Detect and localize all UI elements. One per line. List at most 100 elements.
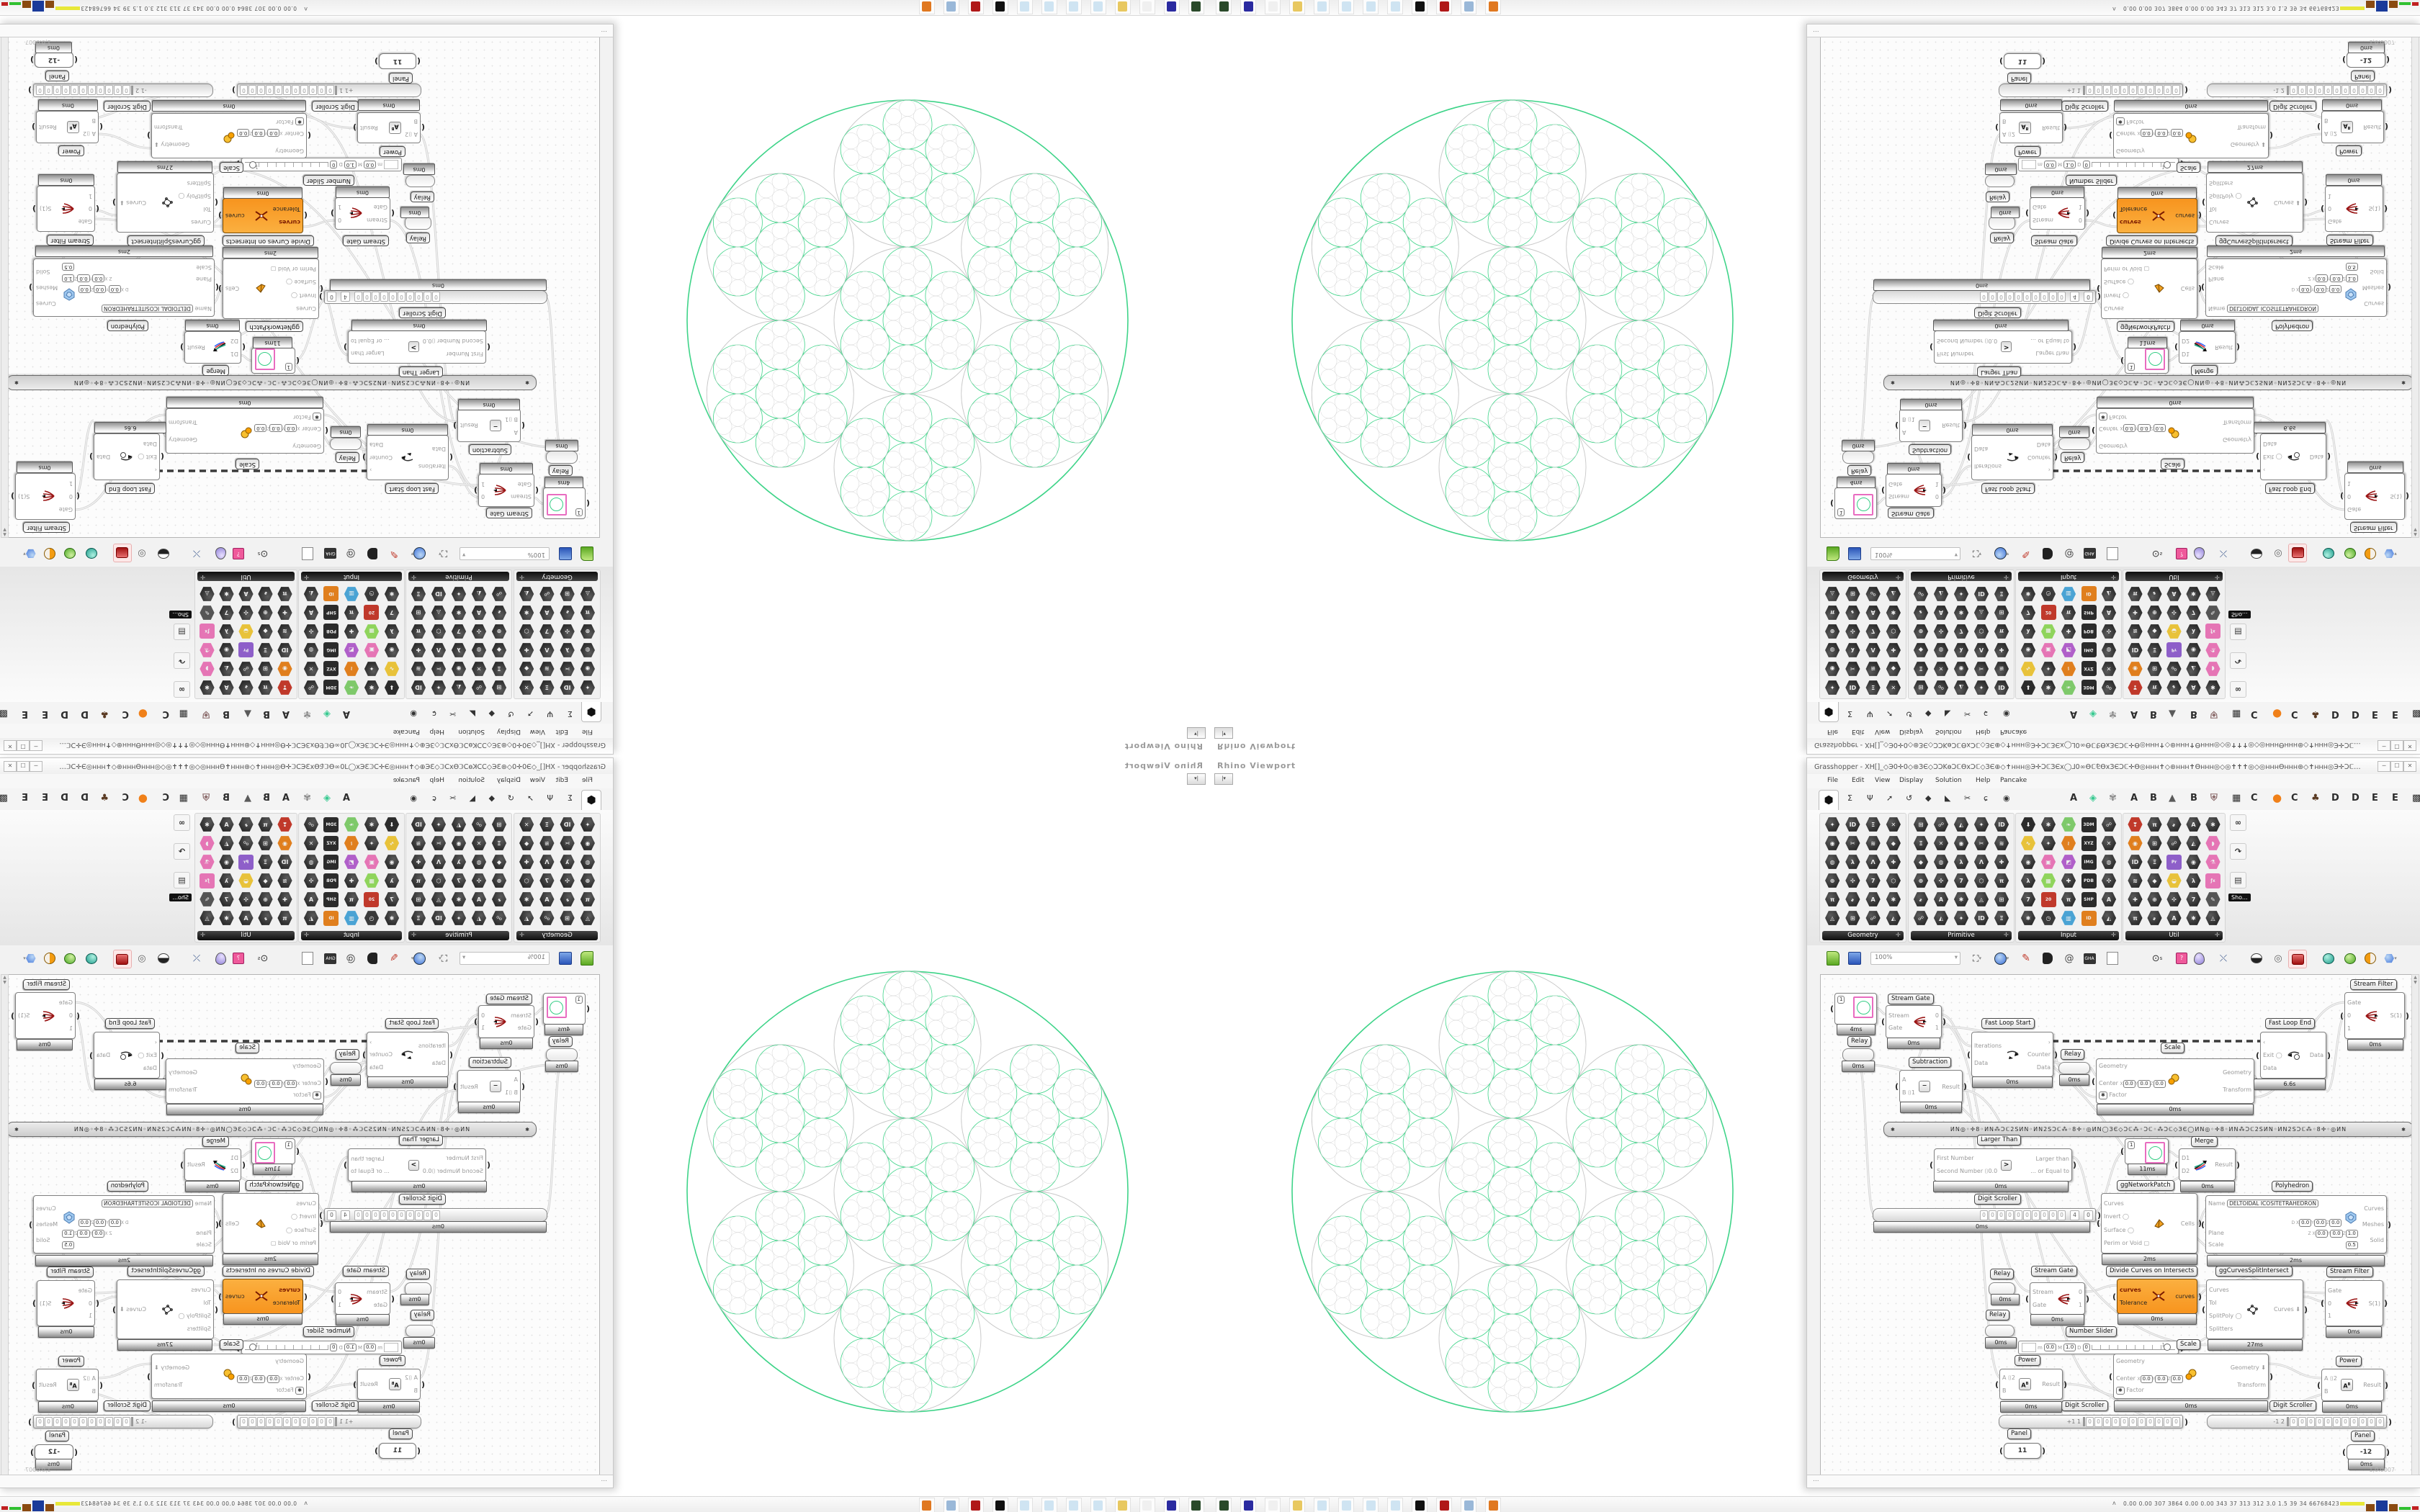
component-icon[interactable]: λ — [219, 873, 234, 888]
component-icon[interactable]: ✦ — [431, 817, 447, 832]
taskbar-icon-floppy-64[interactable] — [1240, 1498, 1256, 1512]
tab-letter[interactable]: C — [122, 793, 129, 804]
component-icon[interactable]: IMG — [323, 854, 339, 870]
component-icon[interactable]: ID — [411, 817, 426, 832]
stream-filter-node[interactable]: Gate 0 1 S(1)() — [2340, 473, 2409, 520]
component-icon[interactable]: ƒx — [2205, 624, 2220, 639]
tab-letter[interactable]: E — [42, 793, 48, 804]
cluster-box-button[interactable]: ? — [230, 950, 247, 967]
relay-node[interactable] — [1842, 451, 1874, 464]
tab-letter[interactable]: A — [282, 708, 290, 719]
relay-node[interactable] — [546, 1048, 578, 1061]
component-icon[interactable]: 7 — [539, 873, 555, 888]
component-icon[interactable]: ID — [1994, 680, 2009, 696]
definition-canvas[interactable]: 1(Stream Gate 0 1() A B ⌷1− Result() Iterations… — [4, 974, 600, 1476]
power-node[interactable]: A ⌷2 B AB Result() — [2317, 1369, 2388, 1401]
palette-panel-label[interactable]: Util ✛ — [2125, 572, 2223, 581]
taskbar-icon-device[interactable] — [1216, 1498, 1232, 1512]
taskbar-icon-calculator[interactable] — [944, 1498, 959, 1512]
megaphone-button[interactable] — [2039, 545, 2056, 562]
component-icon[interactable]: ☍ — [238, 836, 254, 851]
component-icon[interactable]: ID — [431, 587, 447, 602]
power-node[interactable]: A ⌷2 B AB Result() — [1995, 1369, 2067, 1400]
component-icon[interactable]: ◬ — [1973, 892, 1989, 906]
component-icon[interactable]: ID — [560, 817, 575, 832]
component-icon[interactable]: Ξ — [1994, 587, 2009, 602]
component-icon[interactable]: ≋ — [2128, 873, 2143, 888]
component-icon[interactable]: ◆ — [1914, 643, 1929, 658]
taskbar-icon-notepad[interactable] — [1017, 0, 1033, 14]
component-icon[interactable]: 7 — [385, 606, 400, 621]
component-icon[interactable]: ✦ — [1954, 587, 1969, 602]
tray-chevron[interactable]: ʌ — [304, 6, 308, 12]
menu-file[interactable]: File — [1827, 777, 1839, 784]
menu-edit[interactable]: Edit — [555, 777, 568, 784]
zoom-select[interactable]: 100% — [460, 547, 550, 560]
tray-tray-brown[interactable] — [2389, 1, 2398, 8]
gha-loader-button[interactable]: GHA — [2081, 545, 2098, 562]
component-icon[interactable]: π — [580, 606, 595, 621]
palette-panel-label[interactable]: Primitive ✛ — [1911, 572, 2012, 581]
component-icon[interactable]: ◉ — [2186, 643, 2201, 658]
tab-tool-icon[interactable]: ✂ — [449, 709, 456, 719]
component-icon[interactable]: ✂ — [1845, 836, 1860, 850]
tab-letter[interactable]: ✾ — [2109, 708, 2117, 719]
component-icon[interactable]: ⊞ — [1994, 606, 2009, 621]
digit-scroller-node[interactable]: +1 1 0 0 0 0 0 0 0 0 0 0 0) — [232, 1415, 421, 1428]
component-icon[interactable]: ID — [323, 910, 339, 926]
fast-loop-end-node[interactable]: ‹ Exit ◯ Data Data() — [89, 433, 164, 480]
fast-loop-start-node[interactable]: Iterations Data › Counter Data() — [362, 1032, 453, 1077]
component-icon[interactable]: ◉ — [1954, 662, 1969, 677]
tab-letter[interactable]: B — [223, 793, 230, 804]
power-node[interactable]: A ⌷2 B AB Result() — [1995, 112, 2067, 143]
tray-tray-yellow[interactable] — [55, 6, 80, 10]
component-icon[interactable]: Ξ — [1865, 817, 1881, 832]
taskbar-icon-notepad[interactable] — [1041, 1498, 1057, 1512]
grasshopper-window[interactable]: Grasshopper - XH[]_◇Э0✛0◇⊛ЗЄ◇ↃↃKѳↃℂѲxↃℂ◇… — [1806, 757, 2420, 1488]
component-icon[interactable]: λ — [2186, 873, 2201, 888]
preview-half-button[interactable] — [2362, 545, 2379, 562]
component-icon[interactable]: ◷ — [2040, 911, 2056, 925]
component-icon[interactable]: ◍ — [2102, 643, 2117, 658]
component-icon[interactable]: ID — [1973, 911, 1989, 925]
divide-curves-node-selected[interactable]: curves Tolerance curves() — [218, 1279, 308, 1314]
stream-gate-node[interactable]: Stream Gate 0 1() — [474, 474, 539, 507]
component-icon[interactable]: ✱ — [2205, 817, 2220, 832]
component-icon[interactable]: ✱ — [2041, 680, 2056, 696]
preview-green-button[interactable] — [2341, 950, 2359, 967]
taskbar-icon-notepad[interactable] — [1338, 0, 1354, 14]
component-icon[interactable]: Ʌ — [1865, 643, 1881, 658]
component-icon[interactable]: Ʌ — [431, 855, 447, 870]
find-magnifier-button[interactable]: ⊙ s — [257, 548, 269, 559]
palette-panel-label[interactable]: Input ✛ — [301, 931, 402, 940]
tab-letter[interactable]: B — [263, 793, 270, 804]
tray-tray-yellow[interactable] — [2340, 6, 2365, 10]
component-icon[interactable]: ✱ — [2205, 680, 2220, 696]
gha-loader-button[interactable]: GHA — [322, 950, 339, 967]
tray-tray-green[interactable] — [9, 2, 21, 5]
component-icon[interactable]: ID — [560, 680, 575, 696]
component-icon[interactable]: ◷ — [364, 911, 380, 926]
component-icon[interactable]: ✚ — [2128, 606, 2143, 621]
tray-tray-brown[interactable] — [2389, 1504, 2398, 1511]
tab-tool-icon[interactable]: Ψ — [547, 793, 553, 803]
component-icon[interactable]: Ξ — [2147, 643, 2162, 658]
shaded-gem-button[interactable] — [113, 544, 132, 562]
canvas-group-bar[interactable]: ✱ ИN◎◦✛8◦ИN⁂Ↄℂ2SИN◦ИN2SↃℂ⁂◦8✛◦◎ИN◯ЗЄ◇Ↄℂ⁂◦… — [6, 1122, 537, 1137]
component-icon[interactable]: ✚ — [2128, 892, 2143, 906]
stream-gate-node[interactable]: Stream Gate 0 1() — [331, 1282, 395, 1315]
component-icon[interactable]: ⊞ — [492, 817, 507, 832]
component-icon[interactable]: A — [2186, 817, 2201, 832]
canvas-paper-button[interactable] — [299, 545, 316, 562]
component-icon[interactable]: ⊕ — [2147, 892, 2162, 906]
component-icon[interactable]: ◩ — [344, 643, 359, 658]
panel-node[interactable]: (11) — [375, 53, 421, 69]
close-button[interactable]: ✕ — [2403, 740, 2416, 751]
component-icon[interactable]: ▦ — [2041, 624, 2056, 639]
relay-node[interactable] — [1985, 1325, 2015, 1337]
tab-letter[interactable]: ▦ — [179, 793, 188, 804]
component-icon[interactable]: ID — [431, 911, 447, 926]
component-icon[interactable]: ✚ — [344, 873, 359, 888]
component-icon[interactable]: ✚ — [411, 643, 426, 658]
